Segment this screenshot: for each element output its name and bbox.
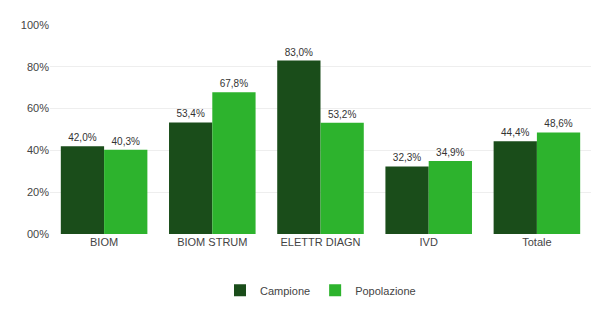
svg-text:00%: 00% — [27, 228, 49, 240]
svg-text:42,0%: 42,0% — [68, 132, 96, 143]
svg-text:32,3%: 32,3% — [393, 152, 421, 163]
svg-text:Campione: Campione — [260, 285, 310, 297]
svg-text:34,9%: 34,9% — [436, 147, 464, 158]
svg-text:53,2%: 53,2% — [328, 109, 356, 120]
svg-text:40,3%: 40,3% — [112, 136, 140, 147]
svg-text:ELETTR DIAGN: ELETTR DIAGN — [280, 236, 360, 248]
svg-text:Popolazione: Popolazione — [355, 285, 416, 297]
svg-text:60%: 60% — [27, 102, 49, 114]
svg-text:53,4%: 53,4% — [176, 108, 204, 119]
svg-text:BIOM STRUM: BIOM STRUM — [177, 236, 247, 248]
svg-text:44,4%: 44,4% — [501, 127, 529, 138]
svg-text:IVD: IVD — [420, 236, 438, 248]
svg-text:40%: 40% — [27, 144, 49, 156]
svg-text:BIOM: BIOM — [90, 236, 118, 248]
svg-text:20%: 20% — [27, 186, 49, 198]
svg-text:100%: 100% — [21, 19, 49, 31]
svg-text:Totale: Totale — [522, 236, 551, 248]
svg-text:80%: 80% — [27, 61, 49, 73]
svg-text:48,6%: 48,6% — [544, 118, 572, 129]
svg-text:67,8%: 67,8% — [220, 78, 248, 89]
svg-text:83,0%: 83,0% — [285, 47, 313, 58]
